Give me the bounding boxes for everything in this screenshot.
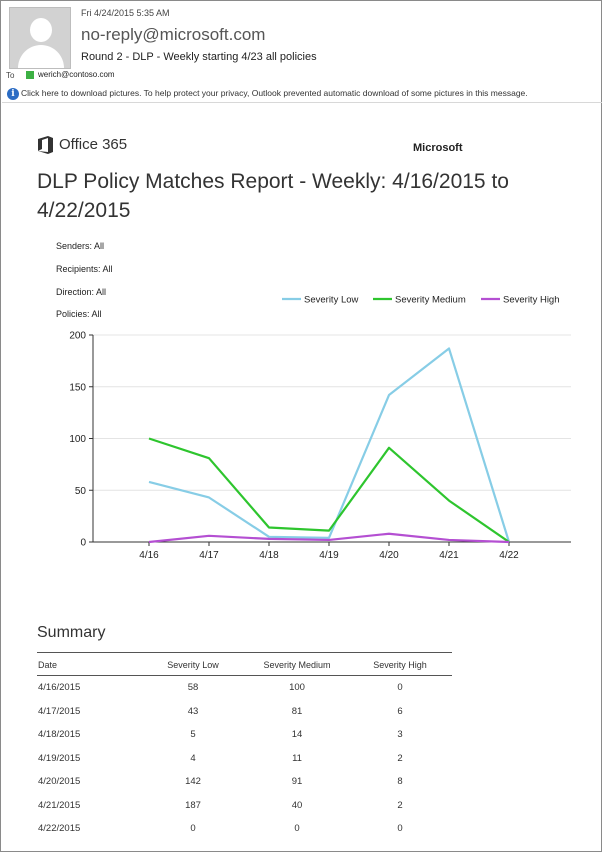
cell-high: 0 [397,682,403,693]
sender-address[interactable]: no-reply@microsoft.com [81,25,266,44]
cell-high: 2 [397,799,403,811]
table-row: 4/18/2015 5 14 3 [37,723,452,747]
y-tick-label: 0 [80,538,86,549]
cell-medium: 40 [291,799,303,811]
table-row: 4/16/2015 58 100 0 [37,676,452,700]
x-tick-label: 4/20 [379,550,399,561]
cell-medium: 11 [292,752,302,764]
cell-date: 4/22/2015 [38,823,81,834]
email-subject: Round 2 - DLP - Weekly starting 4/23 all… [81,51,317,63]
header-date: Date [38,660,58,670]
x-tick-label: 4/18 [259,550,279,561]
y-tick-label: 50 [75,486,87,497]
y-tick-label: 200 [69,331,86,342]
x-tick-label: 4/22 [499,550,519,561]
sender-avatar [9,7,71,69]
brand-name: Office 365 [59,136,128,153]
table-row: 4/21/2015 187 40 2 [37,794,452,818]
cell-high: 6 [397,705,403,717]
x-tick-label: 4/17 [199,550,219,561]
cell-date: 4/18/2015 [38,729,81,740]
cell-low: 4 [190,752,196,764]
cell-date: 4/17/2015 [38,705,81,717]
y-tick-label: 150 [69,382,86,393]
summary-table: Date Severity Low Severity Medium Severi… [37,652,452,841]
recipient-address[interactable]: werich@contoso.com [38,70,115,79]
legend-label: Severity Low [304,295,359,306]
y-tick-label: 100 [69,434,86,445]
cell-medium: 100 [289,682,305,693]
x-tick-label: 4/21 [439,550,459,561]
cell-high: 8 [397,776,403,787]
summary-header-row: Date Severity Low Severity Medium Severi… [37,652,452,676]
filter-direction: Direction: All [56,287,107,297]
series-line-severity-medium [148,437,510,543]
cell-low: 5 [190,729,196,740]
legend-label: Severity Medium [395,295,466,306]
series-line-severity-high [148,532,510,544]
x-tick-label: 4/19 [319,550,339,561]
to-label: To [6,71,15,80]
header-severity-high: Severity High [373,660,427,670]
cell-high: 2 [397,752,403,764]
cell-date: 4/21/2015 [38,799,81,811]
cell-date: 4/19/2015 [38,752,81,764]
cell-date: 4/16/2015 [38,682,81,693]
cell-low: 58 [187,682,199,693]
download-pictures-bar[interactable]: i Click here to download pictures. To he… [2,85,602,103]
sent-date: Fri 4/24/2015 5:35 AM [81,8,170,18]
header-severity-low: Severity Low [167,660,219,670]
table-row: 4/20/2015 142 91 8 [37,770,452,794]
filter-recipients: Recipients: All [56,264,113,274]
cell-medium: 91 [291,776,303,787]
filter-senders: Senders: All [56,241,105,251]
header-severity-medium: Severity Medium [263,660,331,670]
table-row: 4/17/2015 43 81 6 [37,700,452,724]
report-title: DLP Policy Matches Report - Weekly: 4/16… [37,170,509,222]
series-line-severity-low [148,347,511,543]
x-tick-label: 4/16 [139,550,159,561]
summary-title: Summary [37,624,106,641]
info-icon: i [7,88,19,100]
cell-high: 0 [397,823,403,834]
cell-low: 0 [190,823,196,834]
company-name: Microsoft [413,142,463,154]
cell-medium: 14 [291,729,303,740]
info-bar-text[interactable]: Click here to download pictures. To help… [21,88,528,98]
cell-low: 187 [185,799,201,811]
contact-status-icon [26,71,34,79]
cell-medium: 81 [291,705,303,717]
office-logo-icon [38,136,53,154]
filter-policies: Policies: All [56,309,102,319]
severity-line-chart: 0 50 100 150 200 4/16 4/17 4/18 4/19 4/20 4/21 4/22… [69,295,571,561]
cell-low: 43 [187,705,199,717]
cell-high: 3 [397,729,403,740]
cell-date: 4/20/2015 [38,776,81,787]
table-row: 4/19/2015 4 11 2 [37,747,452,771]
legend-label: Severity High [503,295,560,306]
cell-low: 142 [185,776,201,787]
cell-medium: 0 [294,823,300,834]
table-row: 4/22/2015 0 0 0 [37,817,452,841]
